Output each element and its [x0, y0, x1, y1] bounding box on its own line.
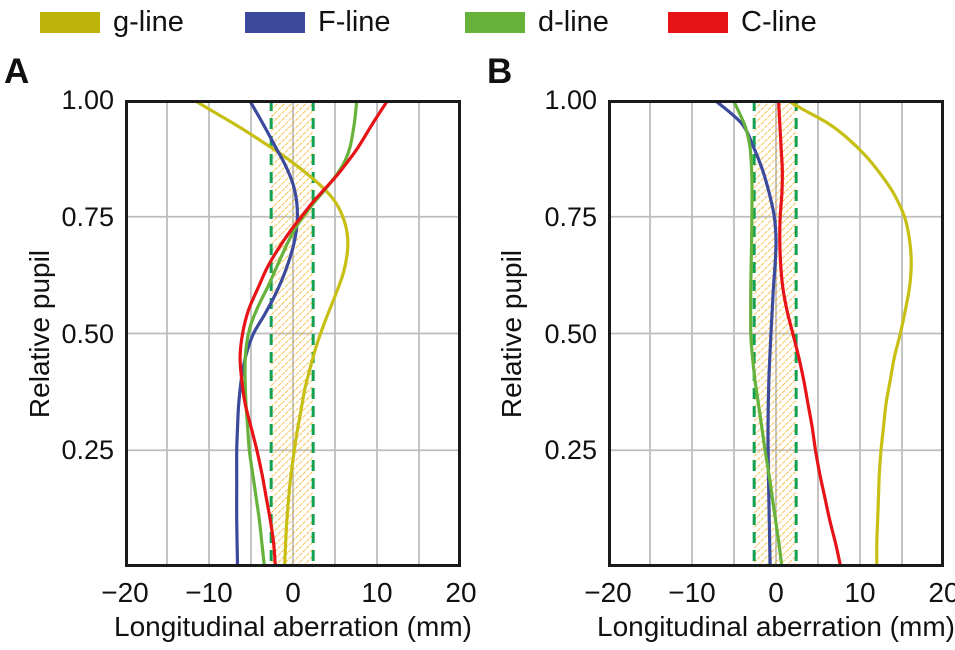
plot-frame: [608, 100, 944, 567]
legend: g-line F-line d-line C-line: [0, 0, 955, 46]
panel-letter-b: B: [487, 52, 514, 91]
x-tick-label: −20: [584, 577, 632, 608]
x-tick-label: 10: [844, 577, 876, 608]
c-line-swatch: [668, 12, 728, 33]
y-tick-label: 0.25: [544, 435, 597, 466]
legend-label-c-line: C-line: [741, 6, 817, 38]
x-tick-label: 20: [445, 577, 477, 608]
f-line-swatch: [245, 12, 305, 33]
g-line-curve-panel-b: [785, 100, 913, 567]
d-line-swatch: [465, 12, 525, 33]
c-line-curve-panel-b: [776, 100, 843, 567]
f-line-curve-panel-b: [713, 100, 778, 567]
legend-label-f-line: F-line: [318, 6, 391, 38]
legend-item-d-line: d-line: [465, 8, 609, 37]
y-tick-label: 0.75: [544, 201, 597, 232]
plot-frame: [125, 100, 461, 567]
focal-depth-band: [754, 100, 797, 567]
panel-letter-a: A: [4, 52, 31, 91]
x-tick-label: −10: [668, 577, 716, 608]
legend-label-g-line: g-line: [113, 6, 184, 38]
x-tick-label: −20: [101, 577, 149, 608]
y-tick-label: 0.25: [61, 435, 114, 466]
legend-label-d-line: d-line: [538, 6, 609, 38]
f-line-curve-panel-a: [235, 100, 300, 567]
y-tick-label: 0.50: [544, 318, 597, 349]
legend-item-g-line: g-line: [40, 8, 184, 37]
y-tick-label: 1.00: [61, 85, 114, 115]
x-tick-label: 0: [285, 577, 301, 608]
panel-a-plot-area: [125, 100, 461, 567]
panel-b-chart: [608, 100, 944, 567]
d-line-curve-panel-b: [731, 100, 784, 567]
panel-a-chart: [125, 100, 461, 567]
x-tick-label: 0: [768, 577, 784, 608]
x-axis-title-b: Longitudinal aberration (mm): [597, 611, 955, 642]
focal-depth-band: [271, 100, 314, 567]
x-tick-label: 10: [361, 577, 393, 608]
legend-item-c-line: C-line: [668, 8, 817, 37]
x-tick-label: 20: [928, 577, 955, 608]
panel-b-plot-area: [608, 100, 944, 567]
g-line-curve-panel-a: [192, 100, 350, 567]
c-line-curve-panel-a: [238, 100, 390, 567]
x-axis-title-a: Longitudinal aberration (mm): [114, 611, 472, 642]
y-tick-label: 0.75: [61, 201, 114, 232]
legend-item-f-line: F-line: [245, 8, 391, 37]
g-line-swatch: [40, 12, 100, 33]
x-tick-label: −10: [185, 577, 233, 608]
y-tick-label: 0.50: [61, 318, 114, 349]
y-tick-label: 1.00: [544, 85, 597, 115]
